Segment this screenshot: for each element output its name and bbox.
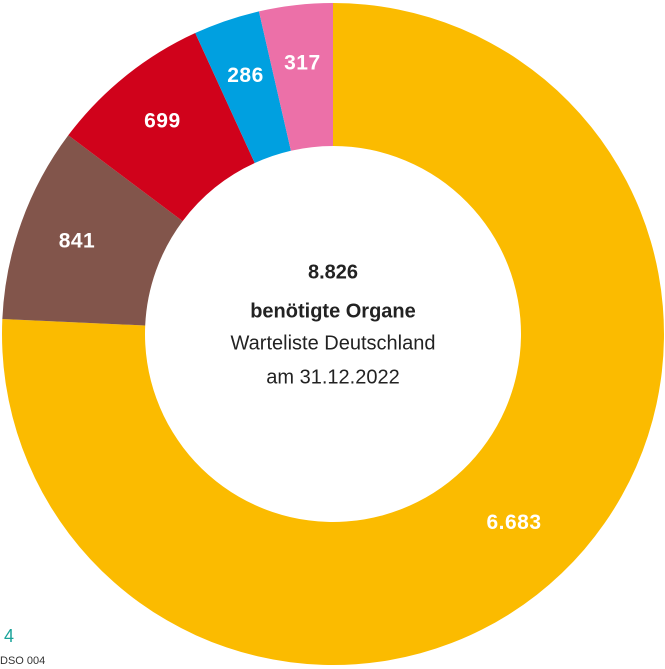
center-subtitle: Warteliste Deutschland xyxy=(231,332,436,354)
slice xyxy=(258,3,333,151)
value-label: 699 xyxy=(144,110,181,133)
slice xyxy=(2,135,183,326)
center-date: am 31.12.2022 xyxy=(266,366,399,388)
value-label: 286 xyxy=(227,64,264,87)
slice xyxy=(1,3,664,665)
slice xyxy=(68,33,255,222)
page-number: 4 xyxy=(4,626,14,646)
slice xyxy=(195,11,291,164)
source: DSO 004 xyxy=(0,655,45,667)
value-label: 841 xyxy=(59,230,96,253)
center-total: 8.826 xyxy=(308,261,358,283)
value-label: 6.683 xyxy=(486,511,541,534)
value-label: 317 xyxy=(284,51,321,74)
center-title: benötigte Organe xyxy=(250,300,416,322)
